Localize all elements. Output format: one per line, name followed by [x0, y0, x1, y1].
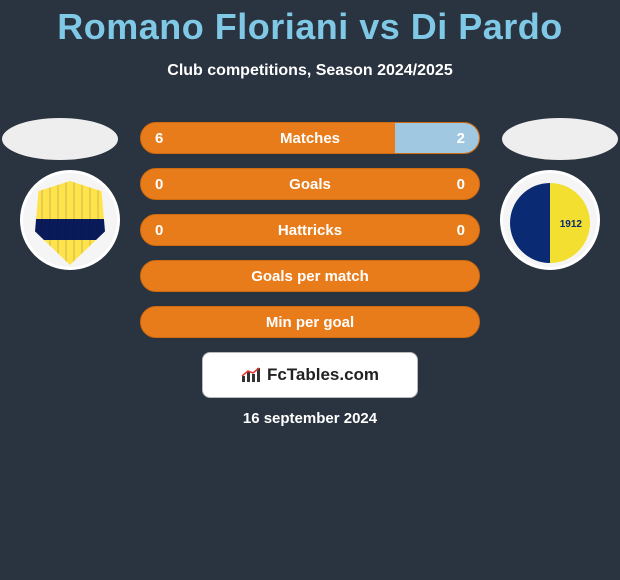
page-subtitle: Club competitions, Season 2024/2025: [0, 62, 620, 80]
club-crest-left-icon: [23, 181, 117, 270]
stat-label: Hattricks: [141, 215, 479, 246]
bar-chart-icon: [241, 367, 261, 383]
club-badge-left: [20, 170, 120, 270]
page-title: Romano Floriani vs Di Pardo: [0, 0, 620, 48]
club-badge-right: [500, 170, 600, 270]
stat-value-right: 0: [457, 215, 465, 246]
stat-value-right: 2: [457, 123, 465, 154]
stat-label: Matches: [141, 123, 479, 154]
stat-row: Min per goal: [140, 306, 480, 338]
stat-label: Min per goal: [141, 307, 479, 338]
stats-bars: Matches62Goals00Hattricks00Goals per mat…: [140, 122, 480, 352]
stat-value-left: 6: [155, 123, 163, 154]
stat-value-right: 0: [457, 169, 465, 200]
stat-row: Goals0 0: [140, 168, 480, 200]
stat-value-left: 0: [155, 169, 163, 200]
stat-value-left: 0: [155, 215, 163, 246]
stat-row: Goals per match: [140, 260, 480, 292]
site-label: FcTables.com: [267, 365, 379, 385]
stat-label: Goals: [141, 169, 479, 200]
site-badge: FcTables.com: [202, 352, 418, 398]
date-label: 16 september 2024: [0, 410, 620, 427]
stat-row: Matches6 2: [140, 122, 480, 154]
stat-row: Hattricks0 0: [140, 214, 480, 246]
player-left-silhouette: [2, 118, 118, 160]
club-crest-right-icon: [503, 183, 597, 270]
stat-label: Goals per match: [141, 261, 479, 292]
comparison-card: Romano Floriani vs Di Pardo Club competi…: [0, 0, 620, 580]
player-right-silhouette: [502, 118, 618, 160]
